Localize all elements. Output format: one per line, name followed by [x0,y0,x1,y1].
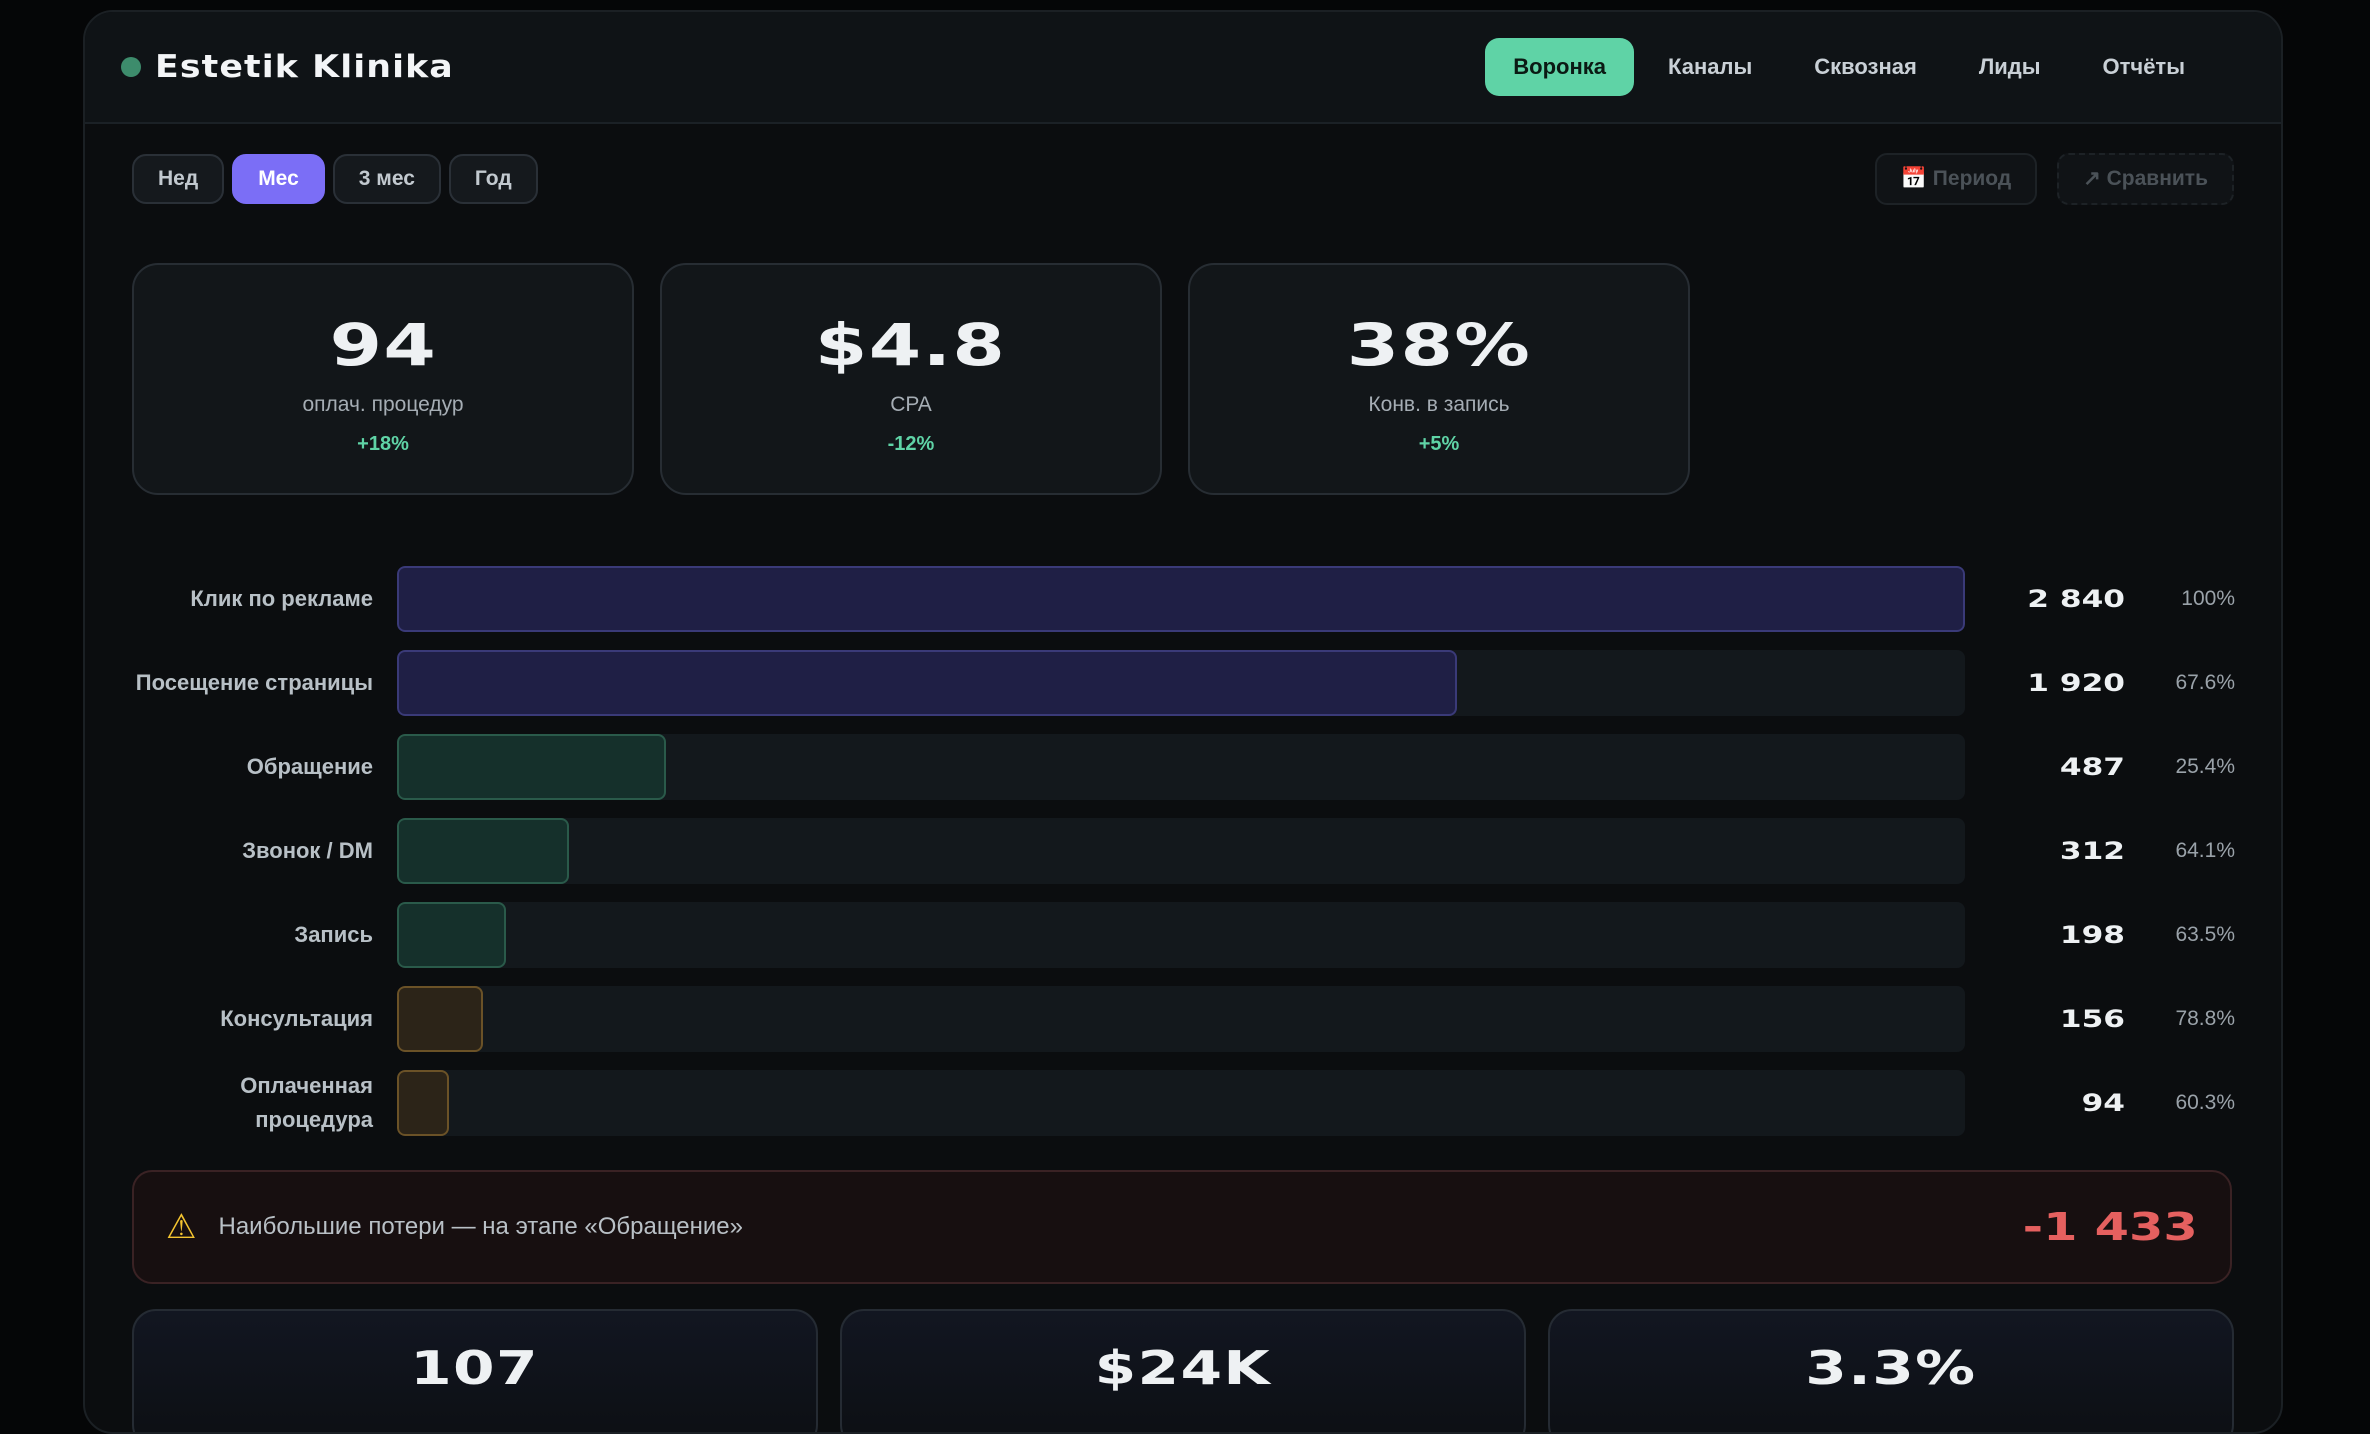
app-window: Estetik Klinika Воронка Каналы Сквозная … [83,10,2283,1434]
funnel-stage-label: Звонок / DM [242,838,373,863]
summary-value: 107 [410,1341,540,1395]
funnel-stage-label: Обращение [246,754,373,779]
funnel-track [397,650,1965,716]
funnel-track [397,818,1965,884]
period-year-button[interactable]: Год [448,154,538,204]
period-selector: Нед Мес 3 мес Год [132,154,538,204]
warning-icon: ⚠ [166,1208,197,1246]
funnel-row: Обращение 487 25.4% [85,734,2281,800]
funnel-track [397,566,1965,632]
tab-reports[interactable]: Отчёты [2102,54,2185,79]
loss-alert: ⚠ Наибольшие потери — на этапе «Обращени… [132,1170,2232,1284]
status-dot-icon [121,57,141,77]
brand: Estetik Klinika [121,49,453,85]
kpi-card: $4.8 CPA -12% [660,263,1162,495]
funnel-bar [397,734,666,800]
alert-loss-value: -1 433 [2022,1205,2198,1249]
period-week-button[interactable]: Нед [132,154,225,204]
kpi-value: 94 [329,311,437,379]
funnel-count: 198 [2059,921,2125,949]
kpi-cards: 94 оплач. процедур +18% $4.8 CPA -12% 38… [132,263,1690,495]
kpi-value: $4.8 [815,311,1007,379]
summary-card: 3.3% [1548,1309,2234,1432]
funnel-percent: 63.5% [2175,923,2235,946]
tab-end-to-end[interactable]: Сквозная [1814,54,1917,79]
funnel-row: Запись 198 63.5% [85,902,2281,968]
bottom-cards: 107 $24K 3.3% [132,1309,2234,1432]
funnel-count: 312 [2059,837,2125,865]
brand-name: Estetik Klinika [155,49,454,85]
funnel-row: Клик по рекламе 2 840 100% [85,566,2281,632]
funnel-stage-label: Запись [294,922,373,947]
kpi-card: 38% Конв. в запись +5% [1188,263,1690,495]
kpi-label: оплач. процедур [302,393,464,416]
funnel-stage-label: Клик по рекламе [190,586,373,611]
toolbar-actions: 📅 Период ↗ Сравнить [1874,153,2234,205]
funnel-bar [397,818,569,884]
funnel-bar [397,902,506,968]
funnel-stage-label: Оплаченная процедура [240,1073,373,1132]
funnel-bar [397,1070,449,1136]
funnel-bar [397,650,1457,716]
funnel-row: Консультация 156 78.8% [85,986,2281,1052]
funnel-count: 156 [2059,1005,2125,1033]
funnel-row: Звонок / DM 312 64.1% [85,818,2281,884]
kpi-delta: +18% [357,433,409,455]
kpi-delta: -12% [887,433,935,455]
funnel-count: 487 [2059,753,2125,781]
funnel-percent: 100% [2181,587,2235,610]
period-month-button[interactable]: Мес [232,154,325,204]
funnel-percent: 64.1% [2175,839,2235,862]
header: Estetik Klinika Воронка Каналы Сквозная … [85,12,2281,124]
summary-card: 107 [132,1309,818,1432]
funnel-bar [397,566,1965,632]
kpi-value: 38% [1346,311,1532,379]
funnel-count: 94 [2081,1089,2125,1117]
funnel-bar [397,986,483,1052]
funnel-track [397,986,1965,1052]
funnel-count: 1 920 [2027,669,2125,697]
period-3months-button[interactable]: 3 мес [332,154,441,204]
funnel-track [397,902,1965,968]
summary-value: $24K [1094,1341,1272,1395]
funnel-percent: 78.8% [2175,1007,2235,1030]
kpi-card: 94 оплач. процедур +18% [132,263,634,495]
period-picker-button[interactable]: 📅 Период [1874,153,2038,205]
nav-tabs: Воронка Каналы Сквозная Лиды Отчёты [1485,38,2213,96]
kpi-delta: +5% [1418,433,1460,455]
funnel-stage-label: Посещение страницы [135,670,373,695]
toolbar: Нед Мес 3 мес Год 📅 Период ↗ Сравнить [132,153,2234,205]
compare-button[interactable]: ↗ Сравнить [2057,153,2234,205]
funnel-percent: 25.4% [2175,755,2235,778]
funnel-track [397,1070,1965,1136]
funnel-track [397,734,1965,800]
tab-leads[interactable]: Лиды [1978,54,2041,79]
funnel-percent: 60.3% [2175,1091,2235,1114]
funnel-row: Посещение страницы 1 920 67.6% [85,650,2281,716]
tab-funnel[interactable]: Воронка [1485,38,1635,96]
summary-value: 3.3% [1805,1341,1977,1395]
tab-channels[interactable]: Каналы [1668,54,1753,79]
funnel-row: Оплаченная процедура 94 60.3% [85,1070,2281,1136]
funnel-count: 2 840 [2027,585,2125,613]
funnel-percent: 67.6% [2175,671,2235,694]
summary-card: $24K [840,1309,1526,1432]
alert-text: Наибольшие потери — на этапе «Обращение» [218,1213,744,1240]
kpi-label: Конв. в запись [1368,393,1510,416]
funnel-stage-label: Консультация [220,1006,373,1031]
kpi-label: CPA [890,393,932,416]
